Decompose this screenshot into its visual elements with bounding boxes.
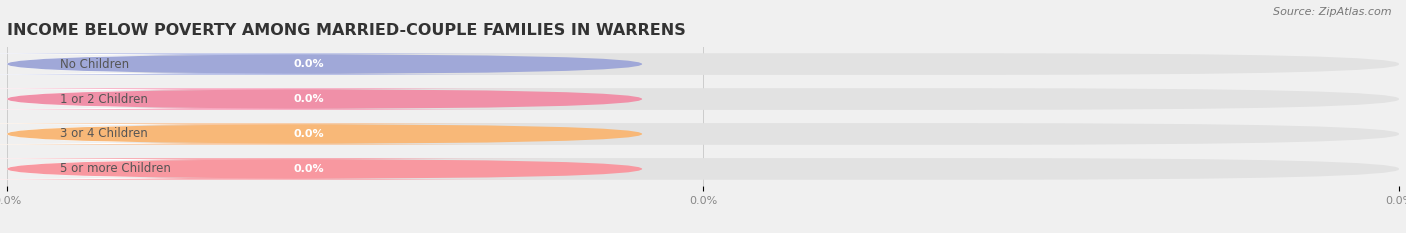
Text: 1 or 2 Children: 1 or 2 Children: [60, 93, 148, 106]
Text: 0.0%: 0.0%: [294, 94, 325, 104]
FancyBboxPatch shape: [0, 158, 564, 180]
FancyBboxPatch shape: [0, 53, 430, 75]
FancyBboxPatch shape: [0, 53, 564, 75]
FancyBboxPatch shape: [7, 159, 643, 179]
FancyBboxPatch shape: [0, 123, 430, 145]
Text: 0.0%: 0.0%: [294, 164, 325, 174]
FancyBboxPatch shape: [7, 54, 643, 74]
Text: INCOME BELOW POVERTY AMONG MARRIED-COUPLE FAMILIES IN WARRENS: INCOME BELOW POVERTY AMONG MARRIED-COUPL…: [7, 24, 686, 38]
FancyBboxPatch shape: [7, 89, 643, 109]
FancyBboxPatch shape: [7, 88, 1399, 110]
Text: Source: ZipAtlas.com: Source: ZipAtlas.com: [1274, 7, 1392, 17]
FancyBboxPatch shape: [7, 124, 643, 144]
FancyBboxPatch shape: [0, 158, 430, 180]
Text: 3 or 4 Children: 3 or 4 Children: [60, 127, 148, 140]
FancyBboxPatch shape: [0, 88, 564, 110]
Text: 0.0%: 0.0%: [294, 129, 325, 139]
FancyBboxPatch shape: [0, 123, 564, 145]
Text: No Children: No Children: [60, 58, 129, 71]
FancyBboxPatch shape: [7, 53, 1399, 75]
Text: 5 or more Children: 5 or more Children: [60, 162, 170, 175]
FancyBboxPatch shape: [7, 158, 1399, 180]
FancyBboxPatch shape: [0, 88, 430, 110]
Text: 0.0%: 0.0%: [294, 59, 325, 69]
FancyBboxPatch shape: [7, 123, 1399, 145]
